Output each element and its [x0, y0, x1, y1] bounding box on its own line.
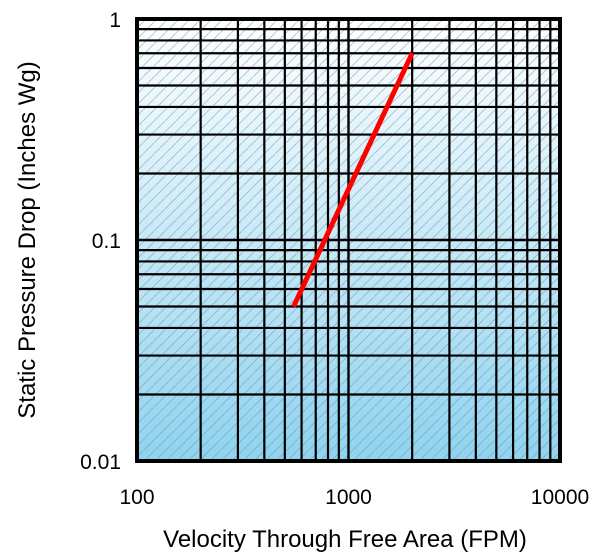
data-series [291, 52, 415, 308]
y-tick-label: 0.1 [92, 230, 121, 253]
y-tick-label: 1 [109, 9, 121, 32]
x-tick-label: 1000 [325, 486, 372, 509]
x-axis-title: Velocity Through Free Area (FPM) [163, 526, 527, 553]
series-line [291, 52, 415, 308]
x-tick-label: 100 [119, 486, 154, 509]
x-tick-labels: 100 1000 10000 [119, 486, 589, 509]
grid-lines [135, 19, 560, 463]
y-axis-title: Static Pressure Drop (Inches Wg) [14, 61, 41, 418]
y-tick-label: 0.01 [80, 451, 121, 474]
x-tick-label: 10000 [531, 486, 589, 509]
y-tick-labels: 0.01 0.1 1 [80, 9, 121, 474]
plot-frame [135, 17, 562, 463]
